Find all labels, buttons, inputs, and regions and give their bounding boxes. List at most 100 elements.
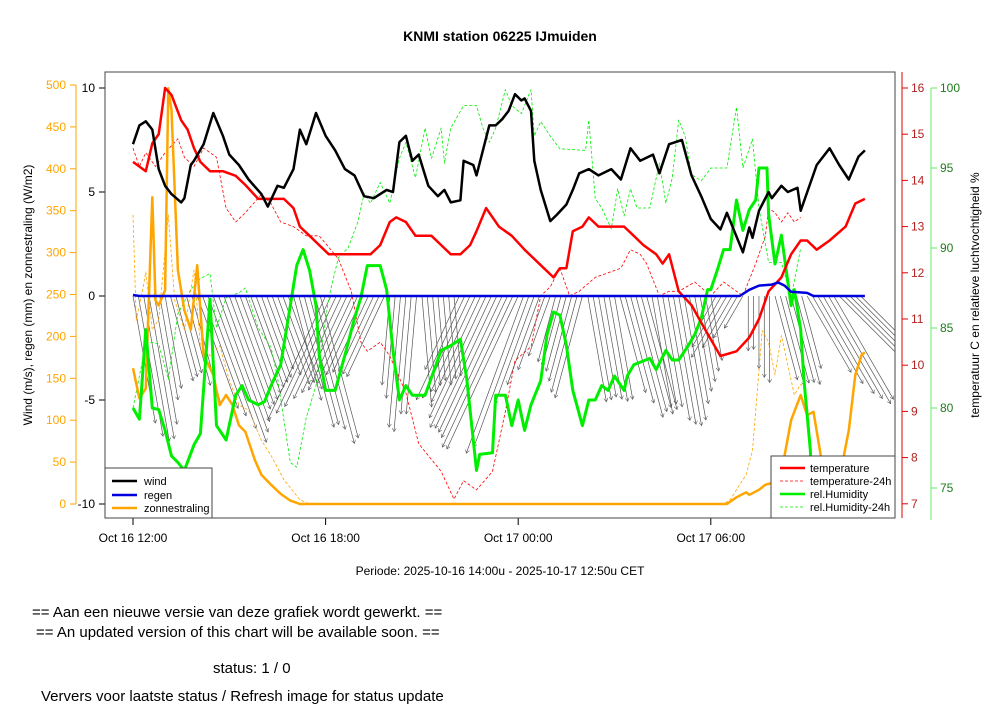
wind-tick-label: -10 <box>78 497 96 511</box>
wind-arrow <box>619 295 646 393</box>
wind-arrow <box>437 295 445 381</box>
temperature-line <box>132 86 866 358</box>
wind-arrow <box>796 295 820 384</box>
wind-arrow <box>154 295 177 424</box>
wind-arrow <box>817 295 874 393</box>
rel-humidity-line <box>131 166 815 518</box>
wind-arrow <box>302 295 348 393</box>
refresh-hint: Ververs voor laatste status / Refresh im… <box>41 688 444 705</box>
radiation-tick-label: 450 <box>46 120 66 134</box>
plot-area <box>104 71 896 519</box>
wind-arrow <box>838 295 895 353</box>
legend-wind: wind <box>143 476 167 488</box>
wind-direction-arrows <box>132 295 895 453</box>
wind-tick-label: 0 <box>88 289 95 303</box>
wind-arrow <box>549 295 573 381</box>
radiation-tick-label: 300 <box>46 246 66 260</box>
wind-arrow <box>598 295 616 397</box>
wind-arrow <box>439 295 503 432</box>
wind-arrow <box>425 295 460 370</box>
wind-arrow <box>860 295 895 331</box>
radiation-tick-label: 0 <box>59 497 66 511</box>
x-tick-label: Oct 17 06:00 <box>676 531 745 545</box>
wind-arrow <box>309 295 346 429</box>
wind-arrow <box>689 295 708 404</box>
wind-arrow <box>234 295 274 404</box>
radiation-tick-label: 150 <box>46 371 66 385</box>
wind-arrow <box>442 295 451 385</box>
wind-arrow <box>844 295 895 347</box>
wind-arrow <box>277 295 309 384</box>
wind-arrow <box>343 295 380 374</box>
wind-arrow <box>785 295 809 383</box>
wind-arrow <box>170 295 193 381</box>
wind-arrow <box>442 295 514 447</box>
radiation-tick-label: 400 <box>46 162 66 176</box>
period-subtitle: Periode: 2025-10-16 14:00u - 2025-10-17 … <box>356 564 646 578</box>
wind-arrow <box>309 295 353 390</box>
wind-arrow <box>855 295 895 337</box>
temperature-tick-label: 13 <box>911 220 925 234</box>
wind-arrow <box>429 295 487 418</box>
wind-arrow <box>801 295 821 369</box>
wind-arrow <box>186 295 211 385</box>
notice-dutch: == Aan een nieuwe versie van deze grafie… <box>32 604 442 621</box>
wind-arrow <box>713 295 738 338</box>
humidity-tick-label: 95 <box>940 161 954 175</box>
x-tick-label: Oct 17 00:00 <box>484 531 553 545</box>
temperature-tick-label: 11 <box>911 312 924 326</box>
wind-arrow <box>228 295 270 409</box>
wind-arrow <box>386 295 396 398</box>
wind-arrow <box>507 295 540 385</box>
wind-arrow <box>347 295 385 377</box>
humidity-tick-label: 85 <box>940 321 954 335</box>
wind-arrow <box>833 295 894 399</box>
series <box>131 86 866 518</box>
axes: 0 50 100 150 200 250 300 350 400 450 500 -10 -5 0 5 10 7… <box>46 72 960 545</box>
wind-arrow <box>538 295 556 362</box>
wind-arrow <box>673 295 696 424</box>
wind-arrow <box>822 295 882 399</box>
wind-arrow <box>691 295 728 357</box>
wind-arrow <box>261 295 291 377</box>
wind-arrow <box>435 295 498 428</box>
legend-temperature-24h: temperature-24h <box>810 476 891 488</box>
wind-arrow <box>448 295 456 379</box>
wind-arrow <box>474 295 530 447</box>
wind-arrow <box>148 295 174 439</box>
left-axis-title: Wind (m/s), regen (mm) en zonnestraling … <box>21 165 35 426</box>
humidity-tick-label: 75 <box>940 481 954 495</box>
temperature-tick-label: 15 <box>911 127 925 141</box>
wind-tick-label: 10 <box>82 81 96 95</box>
humidity-tick-label: 100 <box>940 81 960 95</box>
wind-arrow <box>406 295 417 414</box>
wind-arrow <box>453 295 461 376</box>
wind-arrow <box>624 295 654 403</box>
wind-arrow <box>529 295 551 356</box>
wind-arrow <box>394 295 407 432</box>
wind-arrow <box>774 295 797 380</box>
wind-arrow <box>551 295 578 392</box>
humidity-tick-label: 90 <box>940 241 954 255</box>
wind-arrow <box>692 295 722 347</box>
wind-arrow <box>630 295 663 417</box>
wind-tick-label: -5 <box>84 393 95 407</box>
wind-arrow <box>276 295 332 413</box>
wind-arrow <box>635 295 667 412</box>
wind-arrow <box>432 295 441 385</box>
wind-arrow <box>812 295 863 383</box>
legend-regen: regen <box>144 490 172 502</box>
radiation-tick-label: 100 <box>46 413 66 427</box>
wind-arrow <box>546 295 567 371</box>
radiation-tick-label: 250 <box>46 288 66 302</box>
wind-arrow <box>828 295 891 404</box>
legend-temperature: temperature <box>810 463 869 475</box>
zonnestraling-line <box>131 87 866 506</box>
temperature-tick-label: 8 <box>911 451 918 465</box>
temperature-tick-label: 16 <box>911 81 925 95</box>
x-tick-label: Oct 16 12:00 <box>99 531 168 545</box>
wind-tick-label: 5 <box>88 185 95 199</box>
radiation-tick-label: 350 <box>46 204 66 218</box>
wind-arrow <box>806 295 851 372</box>
